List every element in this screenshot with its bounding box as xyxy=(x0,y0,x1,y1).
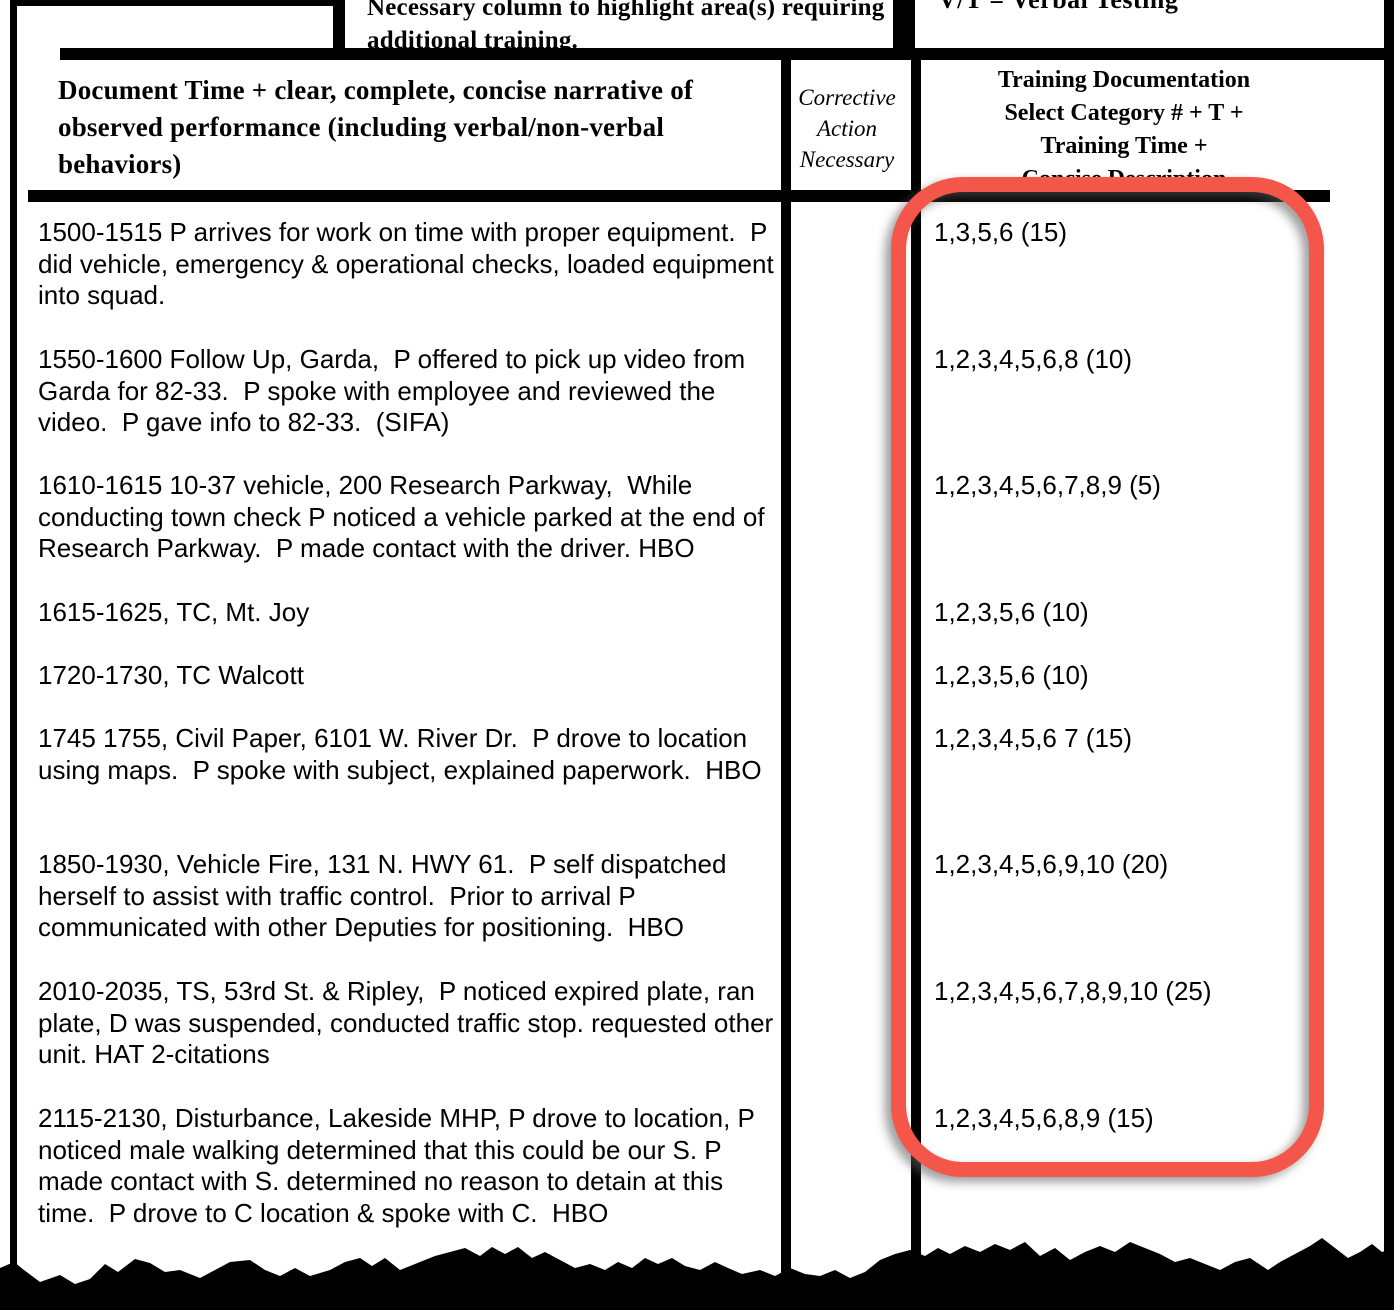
training-doc-header-line-3: Training Time + xyxy=(1040,133,1208,159)
column-divider-1 xyxy=(781,60,791,1292)
page-frame-right xyxy=(1384,0,1394,1310)
training-codes-cell: 1,2,3,4,5,6,7,8,9,10 (25) xyxy=(934,976,1212,1006)
page-frame-top xyxy=(10,0,345,6)
training-codes-cell: 1,2,3,4,5,6 7 (15) xyxy=(934,723,1133,753)
horizontal-rule-top xyxy=(60,48,1390,60)
top-row-divider xyxy=(905,0,915,52)
training-codes-cell: 1,2,3,5,6 (10) xyxy=(934,597,1089,627)
corrective-action-header: Corrective Action Necessary xyxy=(798,85,896,172)
narrative-cell: 2115-2130, Disturbance, Lakeside MHP, P … xyxy=(38,1103,762,1228)
training-doc-header-line-2: Select Category # + T + xyxy=(1004,100,1244,126)
narrative-cell: 1720-1730, TC Walcott xyxy=(38,660,304,690)
training-codes-cell: 1,2,3,4,5,6,8 (10) xyxy=(934,344,1133,374)
column-divider-2 xyxy=(911,60,921,1292)
narrative-column-header: Document Time + clear, complete, concise… xyxy=(58,75,694,179)
highlight-annotation xyxy=(891,177,1324,1177)
training-codes-cell: 1,2,3,4,5,6,7,8,9 (5) xyxy=(934,470,1161,500)
torn-bottom-edge xyxy=(0,1238,1394,1310)
narrative-cell: 1500-1515 P arrives for work on time wit… xyxy=(38,217,781,310)
narrative-cell: 1610-1615 10-37 vehicle, 200 Research Pa… xyxy=(38,470,772,563)
training-codes-cell: 1,2,3,5,6 (10) xyxy=(934,660,1089,690)
training-codes-cell: 1,2,3,4,5,6,9,10 (20) xyxy=(934,849,1169,879)
narrative-cell: 1615-1625, TC, Mt. Joy xyxy=(38,597,310,627)
training-doc-header-line-1: Training Documentation xyxy=(997,67,1251,93)
narrative-cell: 1550-1600 Follow Up, Garda, P offered to… xyxy=(38,344,753,437)
top-note-cell: Necessary column to highlight area(s) re… xyxy=(333,0,905,54)
narrative-cell: 1850-1930, Vehicle Fire, 131 N. HWY 61. … xyxy=(38,849,734,942)
horizontal-rule-header xyxy=(28,190,1330,202)
narrative-cell: 2010-2035, TS, 53rd St. & Ripley, P noti… xyxy=(38,976,781,1069)
category-legend-fragment: V/T = Verbal Testing xyxy=(938,0,1358,15)
narrative-cell: 1745 1755, Civil Paper, 6101 W. River Dr… xyxy=(38,723,762,785)
page-frame-left xyxy=(10,0,17,1310)
